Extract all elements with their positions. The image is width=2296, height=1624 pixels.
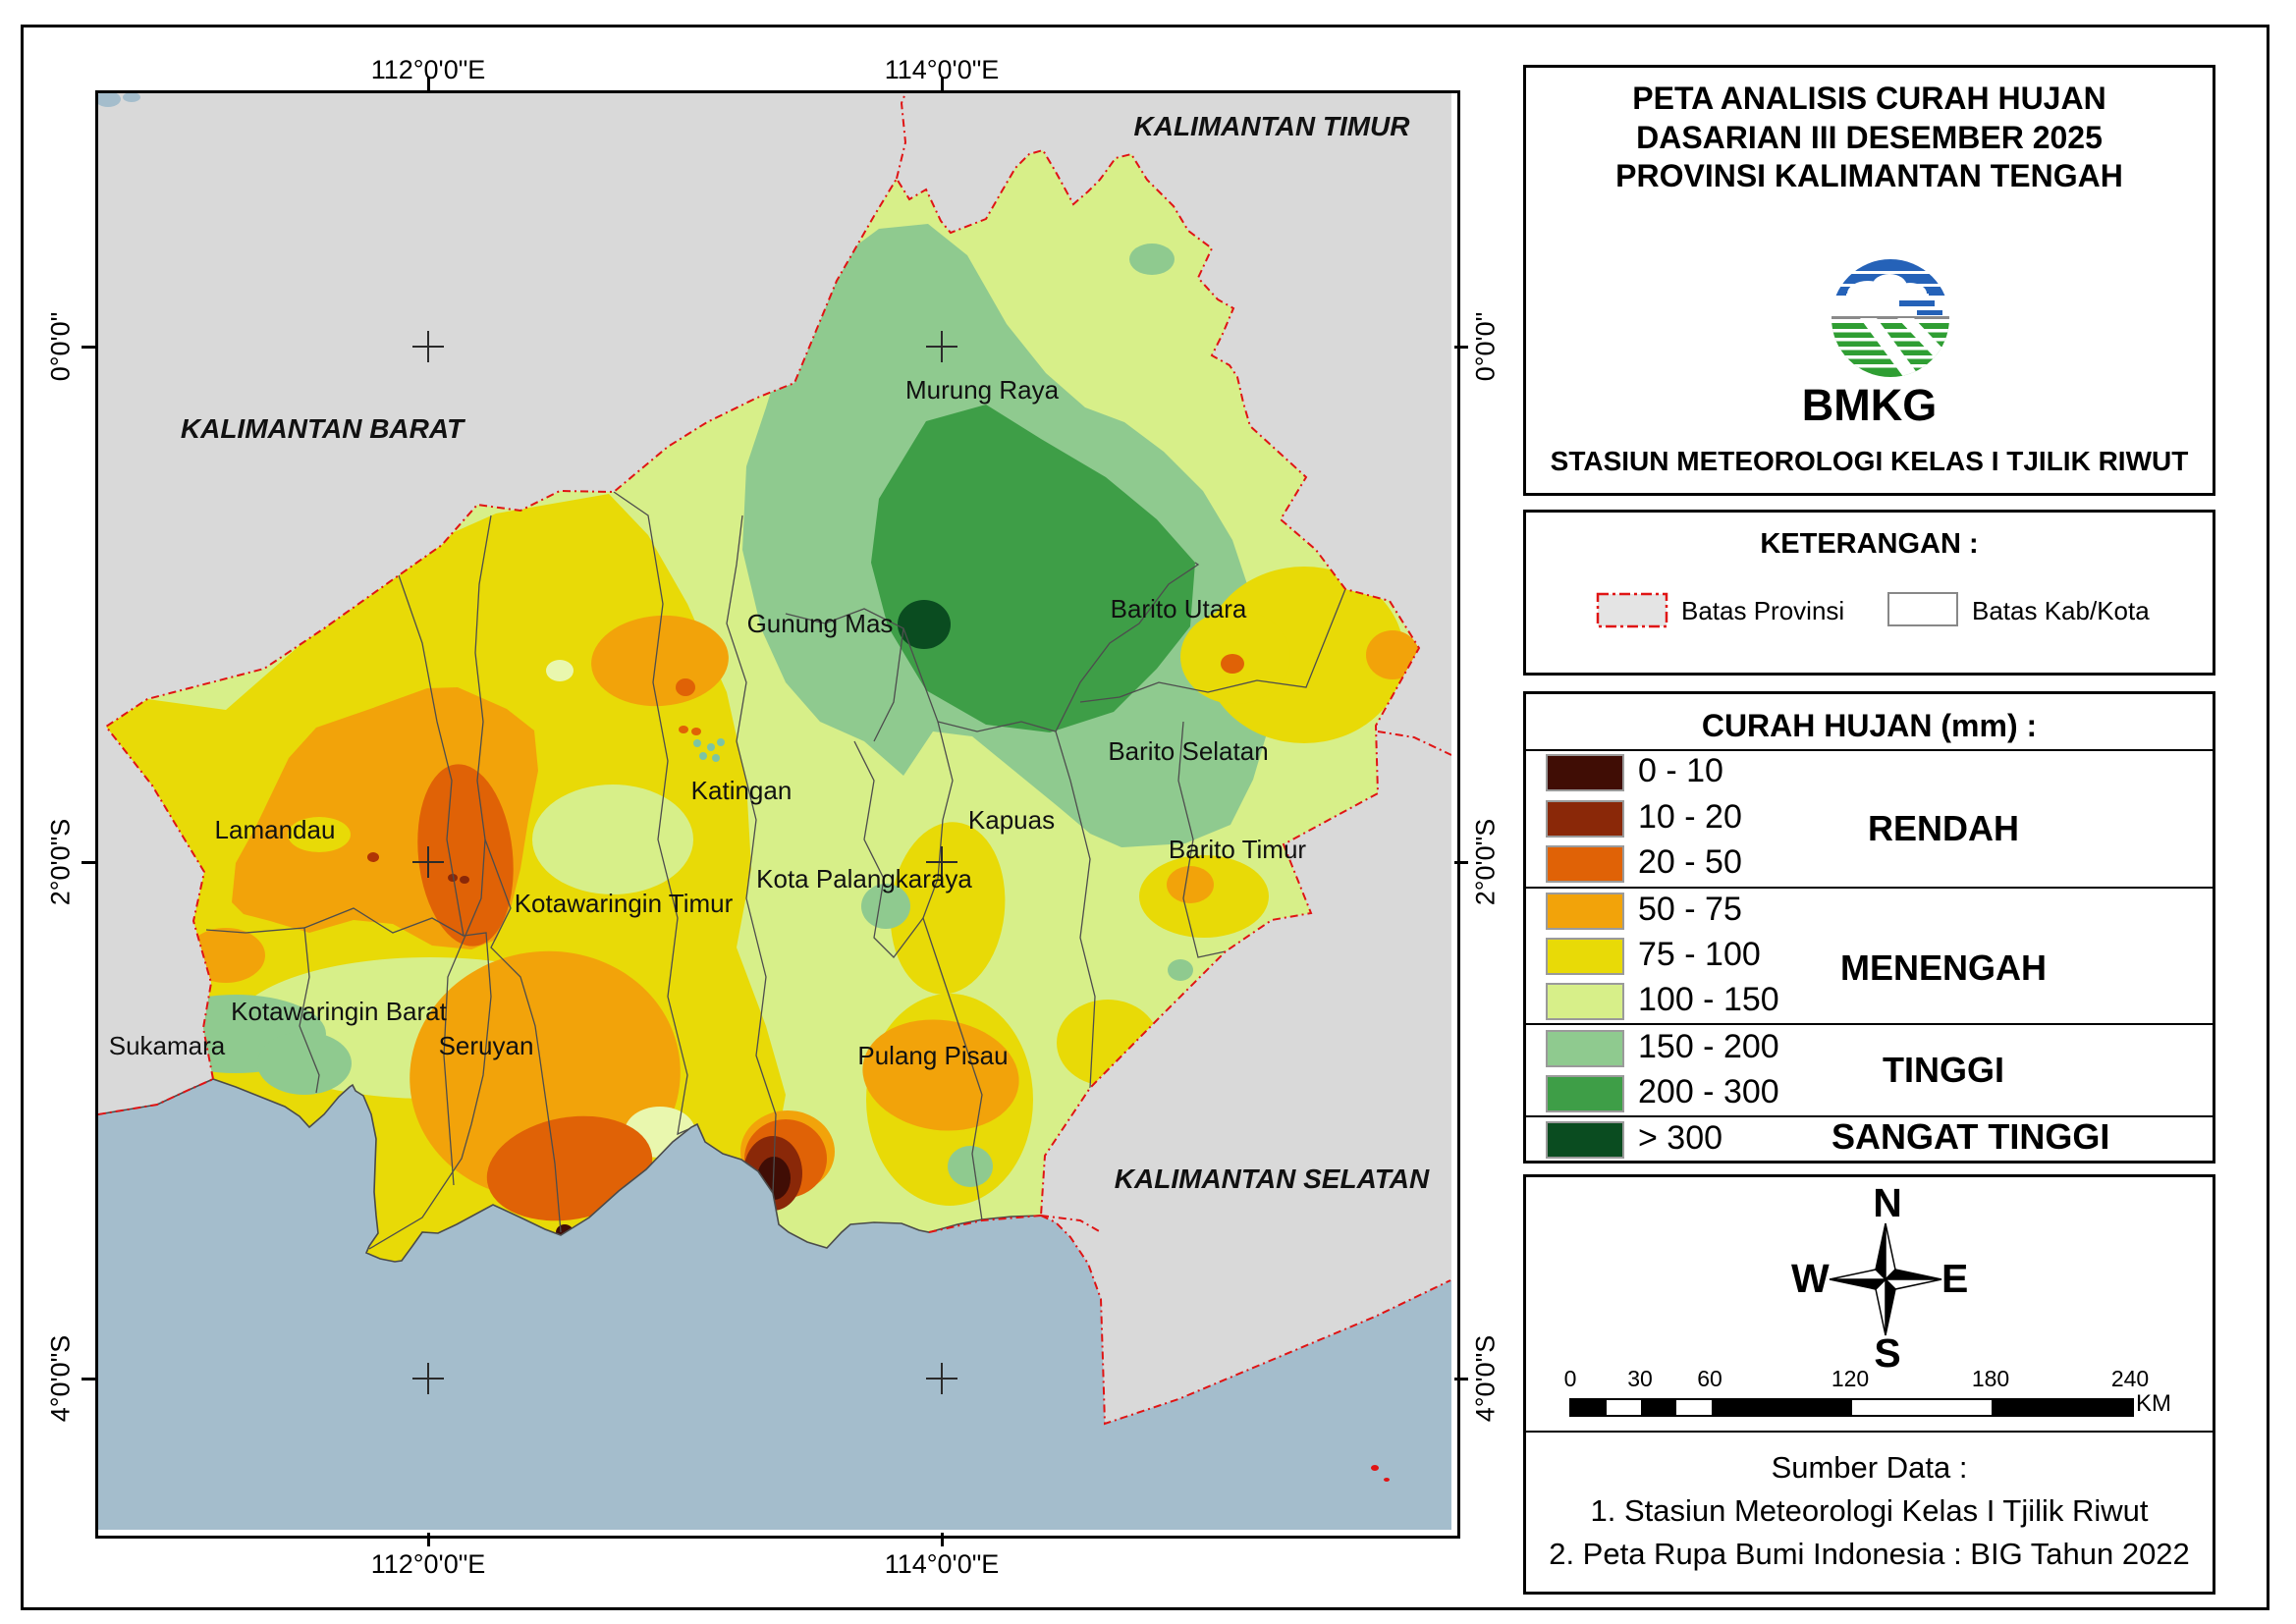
svg-text:Lamandau: Lamandau [215,815,336,844]
svg-text:Katingan: Katingan [691,776,793,805]
svg-text:Kota Palangkaraya: Kota Palangkaraya [756,864,972,893]
svg-text:KALIMANTAN TIMUR: KALIMANTAN TIMUR [1134,111,1411,141]
svg-text:Murung Raya: Murung Raya [905,375,1060,405]
svg-text:Seruyan: Seruyan [439,1031,534,1060]
svg-text:Barito Selatan: Barito Selatan [1108,736,1268,766]
svg-text:KALIMANTAN BARAT: KALIMANTAN BARAT [181,413,466,444]
svg-text:Barito Utara: Barito Utara [1111,594,1247,623]
svg-text:Gunung Mas: Gunung Mas [747,609,894,638]
svg-text:Barito Timur: Barito Timur [1169,835,1306,864]
svg-text:Pulang Pisau: Pulang Pisau [857,1041,1008,1070]
svg-text:Kapuas: Kapuas [968,805,1055,835]
svg-text:Sukamara: Sukamara [109,1031,226,1060]
svg-text:KALIMANTAN SELATAN: KALIMANTAN SELATAN [1115,1164,1430,1194]
svg-text:Kotawaringin Timur: Kotawaringin Timur [515,889,734,918]
svg-text:Kotawaringin Barat: Kotawaringin Barat [231,997,447,1026]
